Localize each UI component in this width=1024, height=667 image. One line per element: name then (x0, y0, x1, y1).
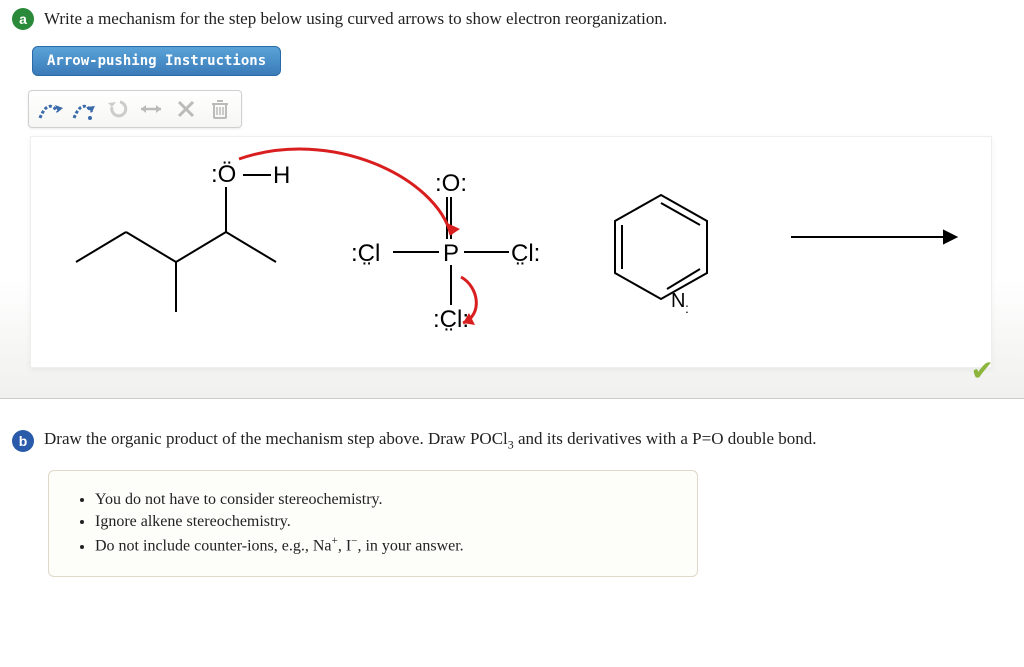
curved-arrow-full-tool[interactable] (67, 93, 101, 125)
hints-box: You do not have to consider stereochemis… (48, 470, 698, 576)
cl-right-label: C̤l: (511, 240, 540, 267)
part-a-section: a Write a mechanism for the step below u… (0, 0, 1024, 399)
redo-tool[interactable] (135, 93, 169, 125)
delete-tool[interactable] (169, 93, 203, 125)
part-b-section: b Draw the organic product of the mechan… (0, 399, 1024, 597)
oxygen-label: :Ö (211, 161, 236, 188)
hint-item: Ignore alkene stereochemistry. (95, 513, 673, 531)
part-a-header: a Write a mechanism for the step below u… (12, 8, 1012, 30)
molecule-drawing: :Ö H P :O: :C̤l C̤l: :C̤l: N (31, 137, 991, 367)
reaction-arrow (791, 231, 956, 243)
phosphorus-label: P (443, 240, 459, 267)
hint-item: You do not have to consider stereochemis… (95, 491, 673, 509)
mechanism-canvas[interactable]: :Ö H P :O: :C̤l C̤l: :C̤l: N (30, 136, 992, 368)
cl-bottom-label: :C̤l: (433, 306, 469, 333)
oxygen-top-label: :O: (435, 170, 467, 197)
nitrogen-label: N (671, 290, 685, 312)
arrow-pushing-instructions-button[interactable]: Arrow-pushing Instructions (32, 46, 281, 76)
cl-left-label: :C̤l (351, 240, 380, 267)
nitrogen-lonepair: : (685, 300, 689, 316)
badge-b: b (12, 430, 34, 452)
part-b-header: b Draw the organic product of the mechan… (12, 429, 1012, 452)
badge-a: a (12, 8, 34, 30)
part-a-question: Write a mechanism for the step below usi… (44, 9, 667, 29)
trash-tool[interactable] (203, 93, 237, 125)
drawing-toolbar (28, 90, 242, 128)
hint-item: Do not include counter-ions, e.g., Na+, … (95, 535, 673, 555)
correct-checkmark-icon: ✔ (971, 354, 994, 388)
part-b-question: Draw the organic product of the mechanis… (44, 429, 817, 452)
undo-tool[interactable] (101, 93, 135, 125)
pyridine-ring (615, 195, 707, 299)
curved-arrow-half-tool[interactable] (33, 93, 67, 125)
hydrogen-label: H (273, 162, 290, 189)
